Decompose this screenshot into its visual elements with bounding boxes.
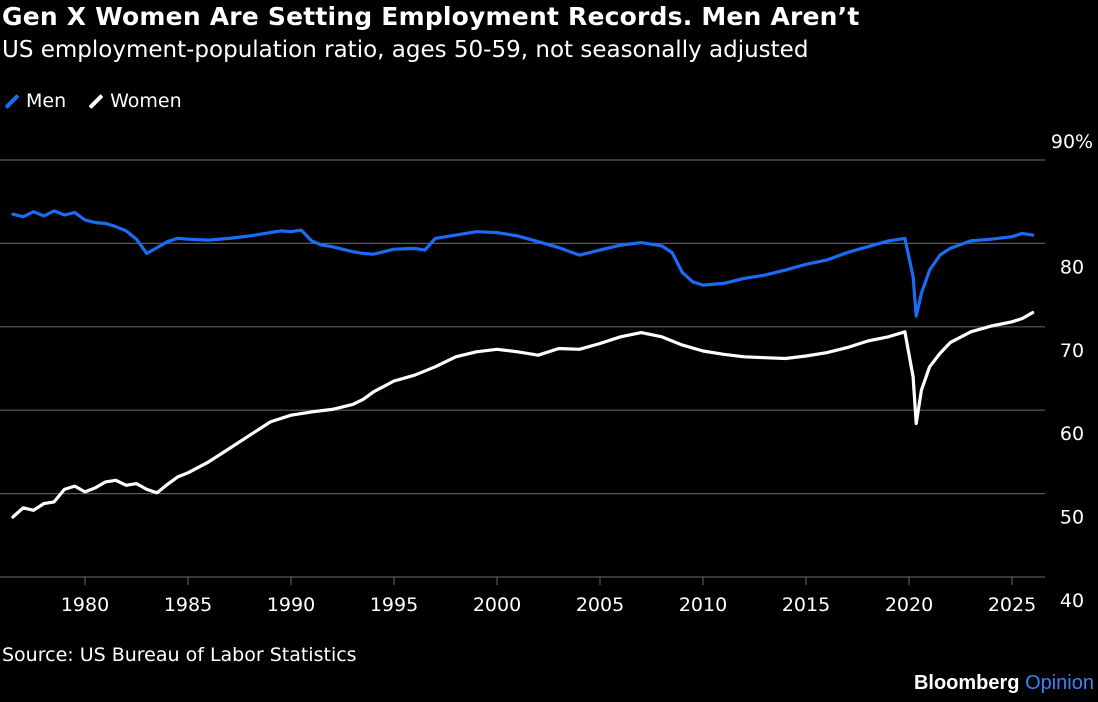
legend-label-men: Men: [26, 90, 67, 112]
x-tick-label-1980: 1980: [61, 594, 109, 616]
brand-primary: Bloomberg: [913, 672, 1020, 694]
chart-title: Gen X Women Are Setting Employment Recor…: [2, 2, 860, 31]
legend-item-men: Men: [4, 90, 66, 112]
x-tick-label-2005: 2005: [576, 594, 624, 616]
legend-swatch-women: [88, 93, 104, 109]
x-tick-label-1995: 1995: [370, 594, 418, 616]
x-tick-label-2000: 2000: [473, 594, 521, 616]
x-tick-label-2020: 2020: [885, 594, 933, 616]
brand-logo: Bloomberg Opinion: [914, 672, 1094, 695]
y-tick-label-70: 70: [1060, 340, 1084, 362]
x-tick-label-1985: 1985: [164, 594, 212, 616]
legend-item-women: Women: [88, 90, 182, 112]
legend-label-women: Women: [110, 90, 182, 112]
chart-legend: Men Women: [4, 89, 204, 113]
series-line-men: [11, 209, 1035, 318]
y-tick-label-80: 80: [1060, 256, 1084, 278]
chart-subtitle: US employment-population ratio, ages 50-…: [2, 37, 809, 63]
y-tick-label-90: 90%: [1051, 131, 1093, 153]
x-tick-label-2025: 2025: [988, 594, 1036, 616]
series-line-women: [11, 311, 1035, 519]
x-tick-label-1990: 1990: [267, 594, 315, 616]
y-tick-label-50: 50: [1060, 507, 1084, 529]
line-chart: 40 50 60 70 80 90% 1980 1985 1990 1995 2000 2005 201…: [0, 131, 1093, 616]
y-tick-label-60: 60: [1060, 423, 1084, 445]
x-tick-label-2010: 2010: [679, 594, 727, 616]
legend-swatch-men: [4, 93, 20, 109]
source-note: Source: US Bureau of Labor Statistics: [2, 644, 357, 666]
x-tick-label-2015: 2015: [782, 594, 830, 616]
y-tick-label-40: 40: [1060, 590, 1084, 612]
brand-secondary: Opinion: [1025, 672, 1094, 694]
